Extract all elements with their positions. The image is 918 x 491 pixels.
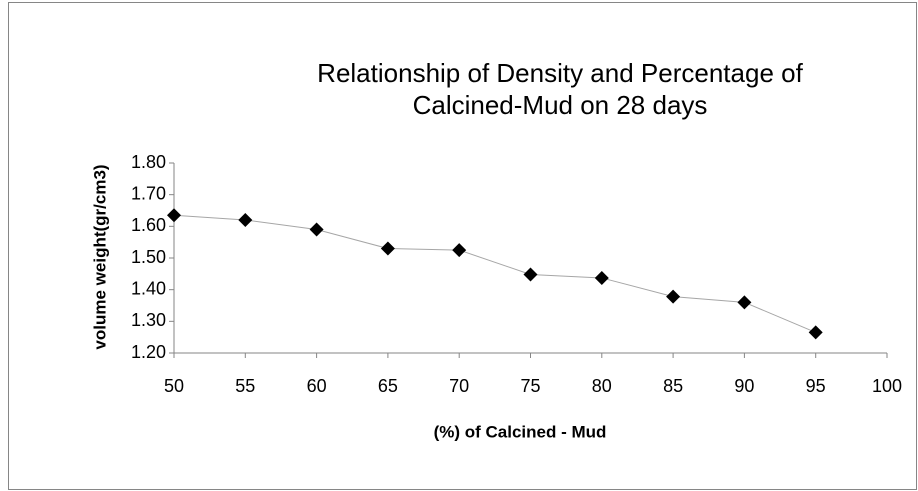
data-point xyxy=(808,325,823,340)
x-tick-label: 100 xyxy=(872,376,902,396)
chart-title: Relationship of Density and Percentage o… xyxy=(317,58,803,88)
x-tick-label: 85 xyxy=(663,376,683,396)
x-tick-label: 75 xyxy=(520,376,540,396)
y-tick-label: 1.60 xyxy=(131,215,166,235)
x-tick-label: 55 xyxy=(235,376,255,396)
x-tick-label: 80 xyxy=(592,376,612,396)
chart-title: Calcined-Mud on 28 days xyxy=(413,90,708,120)
data-point xyxy=(523,267,538,282)
y-tick-label: 1.50 xyxy=(131,247,166,267)
y-tick-label: 1.80 xyxy=(131,152,166,172)
data-point xyxy=(238,213,253,227)
x-tick-label: 70 xyxy=(449,376,469,396)
data-point xyxy=(666,289,681,304)
x-tick-label: 50 xyxy=(164,376,184,396)
series-line xyxy=(173,214,816,333)
y-tick-label: 1.70 xyxy=(131,183,166,203)
x-tick-label: 90 xyxy=(734,376,754,396)
y-axis-title: volume weight(gr/cm3) xyxy=(90,164,109,349)
x-tick-label: 95 xyxy=(806,376,826,396)
data-point xyxy=(309,222,324,237)
x-tick-label: 60 xyxy=(307,376,327,396)
data-point xyxy=(380,241,395,256)
x-axis-title: (%) of Calcined - Mud xyxy=(434,422,607,441)
y-tick-label: 1.30 xyxy=(131,310,166,330)
data-point xyxy=(737,295,752,310)
y-tick-label: 1.40 xyxy=(131,278,166,298)
x-tick-label: 65 xyxy=(378,376,398,396)
data-point xyxy=(167,208,181,223)
chart-border xyxy=(8,2,917,490)
data-point xyxy=(452,243,467,258)
y-tick-label: 1.20 xyxy=(131,342,166,362)
data-point xyxy=(594,270,609,285)
